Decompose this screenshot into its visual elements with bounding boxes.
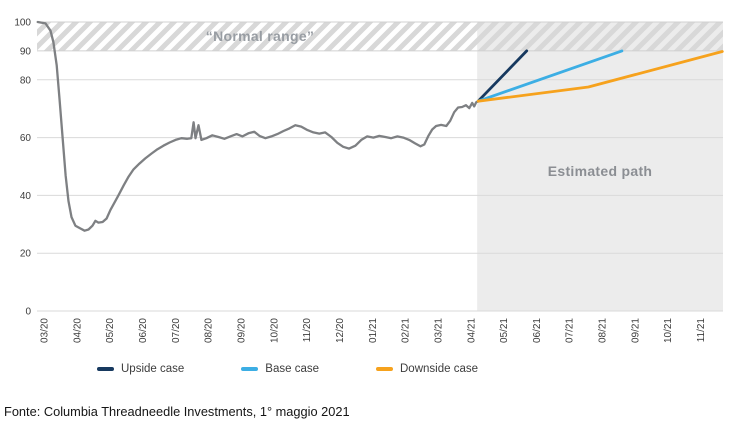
series-downside [476, 50, 724, 103]
normal-range-label: “Normal range” [205, 28, 315, 44]
legend-item-upside: Upside case [97, 363, 184, 375]
y-tick-label: 0 [25, 307, 31, 318]
x-tick-label: 09/21 [630, 318, 641, 343]
x-tick-label: 11/21 [696, 318, 707, 343]
x-tick-label: 04/21 [466, 318, 477, 343]
y-tick-label: 100 [14, 18, 31, 29]
x-tick-label: 08/21 [598, 318, 609, 343]
x-tick-label: 03/21 [433, 318, 444, 343]
series-base [476, 49, 624, 103]
legend-label-upside: Upside case [121, 363, 185, 375]
x-tick-label: 11/20 [302, 318, 313, 343]
legend-swatch-downside [376, 367, 393, 371]
series-upside [476, 49, 529, 103]
x-tick-label: 06/21 [532, 318, 543, 343]
x-tick-label: 05/20 [105, 318, 116, 343]
normal-range-band [37, 22, 723, 51]
legend-item-base: Base case [241, 363, 319, 375]
x-tick-label: 09/20 [237, 318, 248, 343]
y-tick-label: 60 [20, 133, 32, 144]
x-tick-label: 03/20 [40, 318, 51, 343]
x-tick-label: 04/20 [72, 318, 83, 343]
y-tick-label: 20 [20, 249, 32, 260]
x-tick-label: 01/21 [368, 318, 379, 343]
x-tick-label: 10/20 [269, 318, 280, 343]
x-tick-label: 10/21 [663, 318, 674, 343]
legend-item-downside: Downside case [376, 363, 478, 375]
chart-legend: Upside case Base case Downside case [97, 363, 478, 375]
y-tick-label: 40 [20, 191, 32, 202]
legend-swatch-base [241, 367, 259, 371]
legend-label-base: Base case [265, 363, 319, 375]
x-tick-label: 08/20 [204, 318, 215, 343]
legend-swatch-upside [97, 367, 114, 371]
source-note: Fonte: Columbia Threadneedle Investments… [4, 404, 350, 419]
x-tick-label: 12/20 [335, 318, 346, 343]
series-actual [36, 20, 480, 232]
estimated-region [477, 22, 723, 311]
estimated-path-label: Estimated path [547, 163, 653, 179]
x-tick-label: 07/20 [171, 318, 182, 343]
x-tick-label: 06/20 [138, 318, 149, 343]
x-tick-label: 07/21 [565, 318, 576, 343]
y-tick-label: 90 [20, 46, 32, 57]
legend-label-downside: Downside case [400, 363, 478, 375]
activity-forecast-chart: 0 20 40 60 80 90 100 03/20 04/20 05/20 06/20 07/20 0… [14, 18, 724, 343]
y-tick-label: 80 [20, 75, 32, 86]
x-tick-label: 02/21 [401, 318, 412, 343]
x-tick-label: 05/21 [499, 318, 510, 343]
